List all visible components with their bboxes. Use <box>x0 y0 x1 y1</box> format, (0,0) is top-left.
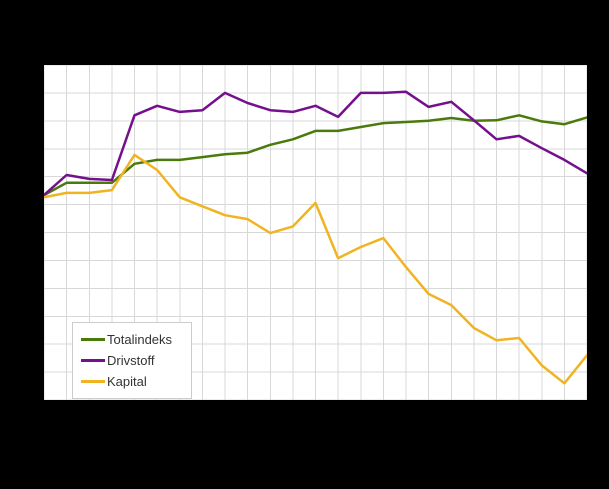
plot-svg <box>44 65 587 400</box>
legend: Totalindeks Drivstoff Kapital <box>72 322 192 399</box>
legend-line-kapital-icon <box>81 380 105 383</box>
series-line-totalindeks <box>44 114 587 197</box>
legend-label-kapital: Kapital <box>107 374 147 389</box>
legend-label-totalindeks: Totalindeks <box>107 332 173 347</box>
legend-item-drivstoff[interactable]: Drivstoff <box>81 350 181 371</box>
legend-item-kapital[interactable]: Kapital <box>81 371 181 392</box>
legend-line-drivstoff-icon <box>81 359 105 362</box>
legend-label-drivstoff: Drivstoff <box>107 353 155 368</box>
series-line-drivstoff <box>44 90 587 197</box>
series-line-kapital <box>44 153 587 385</box>
legend-item-totalindeks[interactable]: Totalindeks <box>81 329 181 350</box>
legend-line-totalindeks-icon <box>81 338 105 341</box>
